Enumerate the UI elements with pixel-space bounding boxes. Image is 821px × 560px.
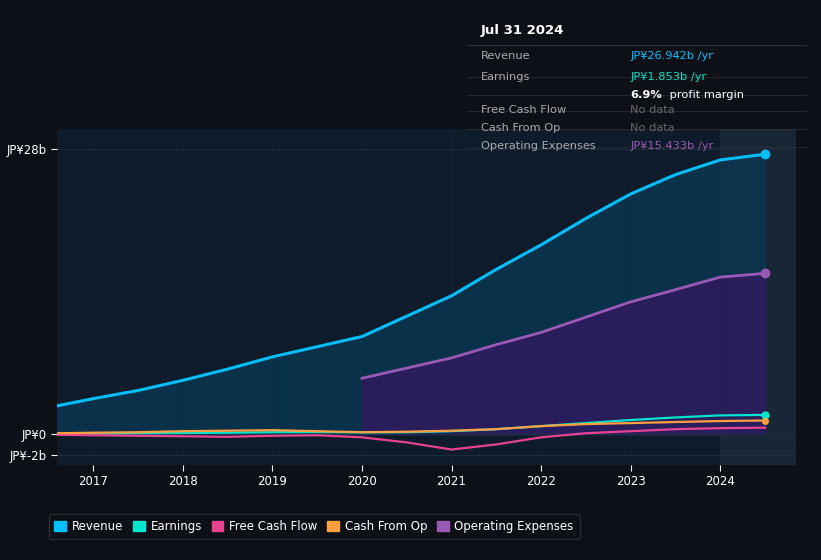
Text: No data: No data bbox=[631, 123, 675, 133]
Text: Free Cash Flow: Free Cash Flow bbox=[481, 105, 566, 115]
Text: No data: No data bbox=[631, 105, 675, 115]
Text: Revenue: Revenue bbox=[481, 51, 530, 61]
Text: JP¥26.942b /yr: JP¥26.942b /yr bbox=[631, 51, 713, 61]
Text: Jul 31 2024: Jul 31 2024 bbox=[481, 24, 564, 37]
Legend: Revenue, Earnings, Free Cash Flow, Cash From Op, Operating Expenses: Revenue, Earnings, Free Cash Flow, Cash … bbox=[48, 515, 580, 539]
Text: JP¥15.433b /yr: JP¥15.433b /yr bbox=[631, 141, 713, 151]
Bar bbox=[720, 129, 796, 465]
Text: 6.9%: 6.9% bbox=[631, 90, 662, 100]
Text: Cash From Op: Cash From Op bbox=[481, 123, 560, 133]
Text: JP¥1.853b /yr: JP¥1.853b /yr bbox=[631, 72, 707, 82]
Text: profit margin: profit margin bbox=[666, 90, 744, 100]
Text: Operating Expenses: Operating Expenses bbox=[481, 141, 595, 151]
Text: Earnings: Earnings bbox=[481, 72, 530, 82]
